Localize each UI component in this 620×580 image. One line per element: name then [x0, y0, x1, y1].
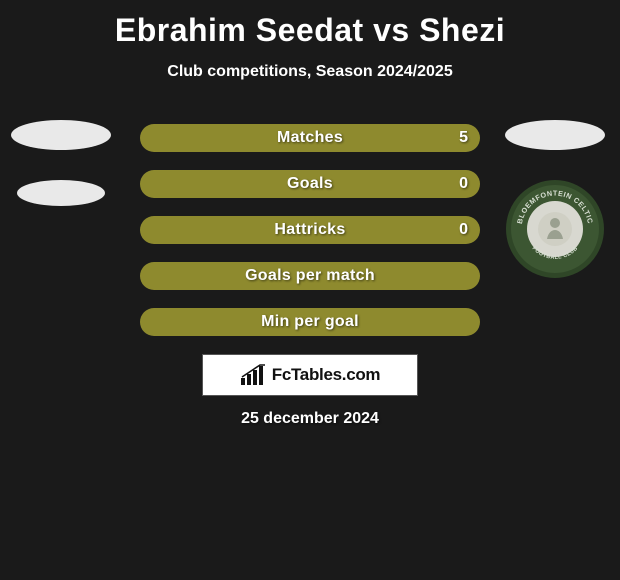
- stat-bar-right-value: 0: [459, 221, 468, 239]
- right-player-column: BLOEMFONTEIN CELTIC FOOTBALL CLUB: [500, 120, 610, 278]
- stat-bar: Matches 5: [140, 124, 480, 152]
- brand-bars-icon: [240, 364, 266, 386]
- right-player-club-badge: BLOEMFONTEIN CELTIC FOOTBALL CLUB: [506, 180, 604, 278]
- brand-box[interactable]: FcTables.com: [202, 354, 418, 396]
- footer-date: 25 december 2024: [241, 410, 379, 428]
- left-player-avatar-placeholder: [11, 120, 111, 150]
- left-player-club-placeholder: [17, 180, 105, 206]
- stat-bar-label: Matches: [277, 129, 343, 147]
- left-player-column: [6, 120, 116, 206]
- stat-bar: Goals per match: [140, 262, 480, 290]
- svg-text:BLOEMFONTEIN CELTIC: BLOEMFONTEIN CELTIC: [515, 189, 595, 225]
- stat-bar-label: Min per goal: [261, 313, 359, 331]
- brand-text: FcTables.com: [272, 365, 381, 385]
- stat-bar: Goals 0: [140, 170, 480, 198]
- stat-bar: Hattricks 0: [140, 216, 480, 244]
- right-player-avatar-placeholder: [505, 120, 605, 150]
- stat-bar-right-value: 0: [459, 175, 468, 193]
- stat-bar-label: Hattricks: [274, 221, 345, 239]
- stat-bar-label: Goals: [287, 175, 333, 193]
- page-title: Ebrahim Seedat vs Shezi: [0, 0, 620, 49]
- stat-bar-label: Goals per match: [245, 267, 375, 285]
- stat-bar-right-value: 5: [459, 129, 468, 147]
- stat-bar: Min per goal: [140, 308, 480, 336]
- comparison-bars: Matches 5 Goals 0 Hattricks 0 Goals per match M…: [140, 124, 480, 336]
- page-subtitle: Club competitions, Season 2024/2025: [0, 63, 620, 81]
- svg-text:FOOTBALL CLUB: FOOTBALL CLUB: [531, 246, 580, 261]
- club-badge-ring-text: BLOEMFONTEIN CELTIC FOOTBALL CLUB: [511, 185, 599, 273]
